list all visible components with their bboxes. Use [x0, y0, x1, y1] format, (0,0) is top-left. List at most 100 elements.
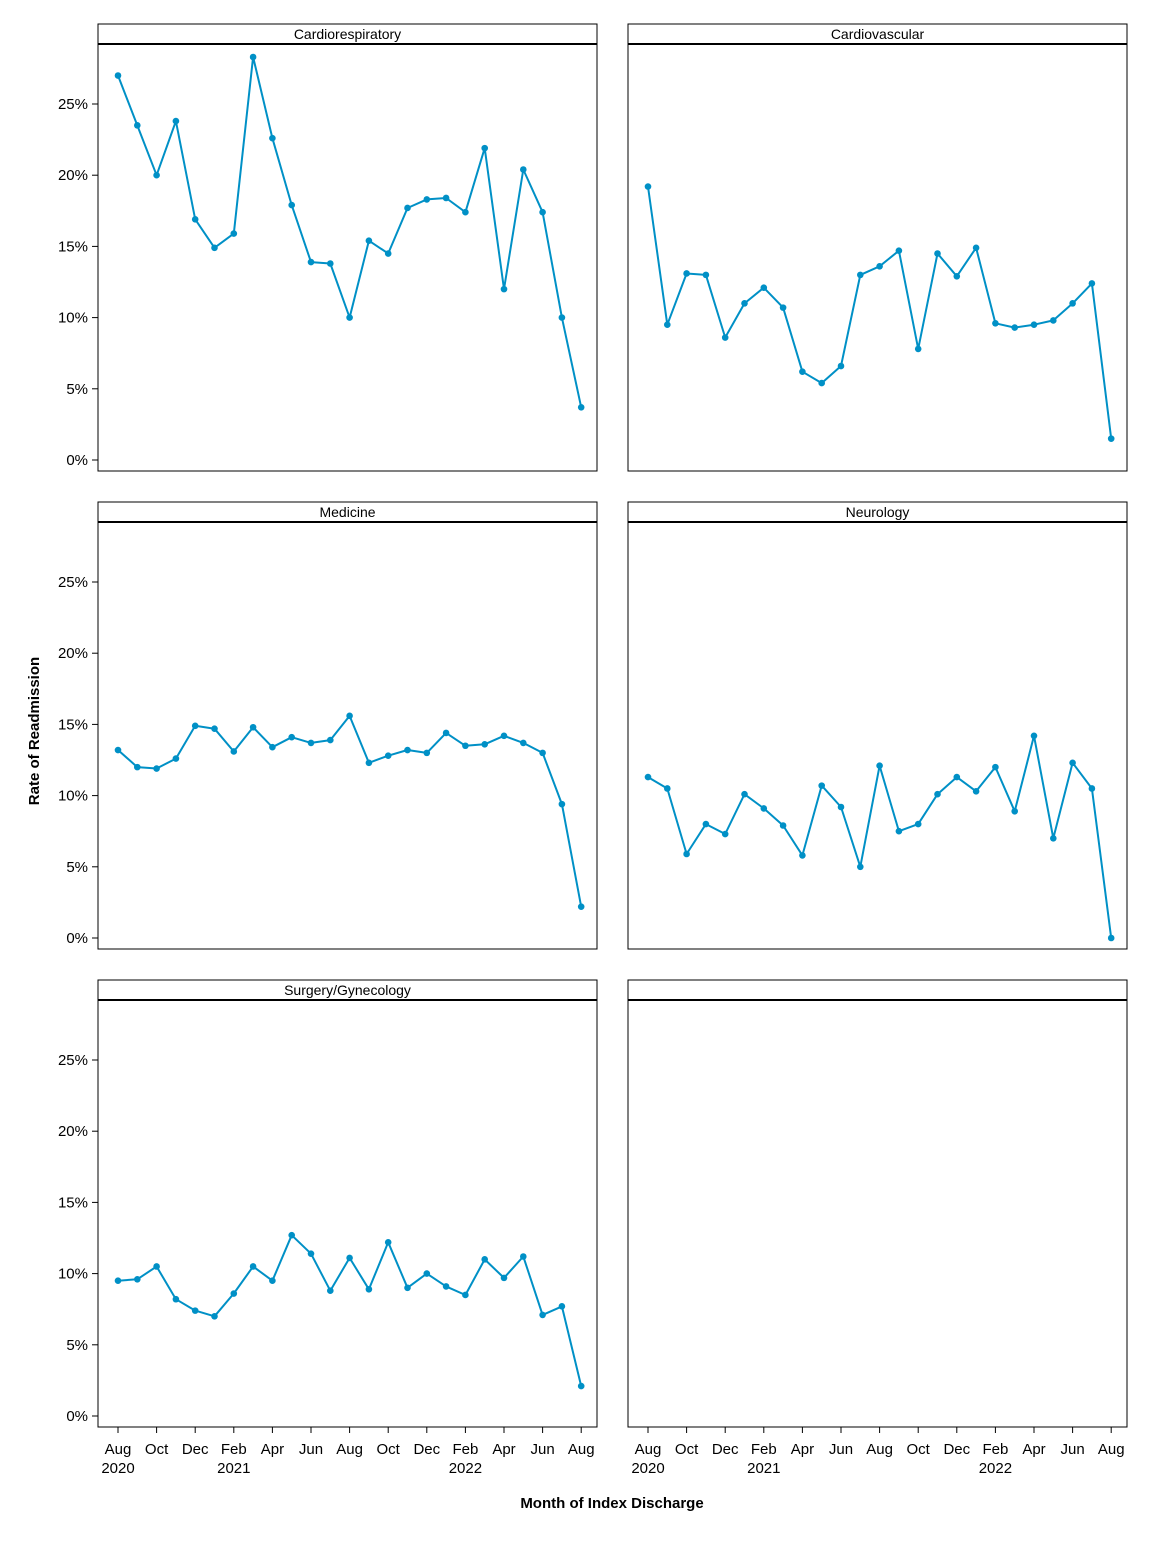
facet-title: Surgery/Gynecology [284, 982, 411, 998]
data-point [953, 273, 961, 280]
data-point [404, 746, 411, 754]
data-point [779, 822, 787, 829]
data-point [558, 800, 566, 808]
data-point [1050, 317, 1057, 324]
plot-frame [627, 521, 1128, 950]
data-point [346, 314, 353, 321]
data-point [721, 830, 729, 838]
data-point [539, 208, 546, 216]
data-point [500, 1274, 508, 1282]
x-tick-year-label: 2020 [101, 1460, 134, 1477]
data-point [500, 285, 508, 293]
data-point [346, 712, 353, 720]
y-tick-label: 0% [66, 452, 88, 469]
x-tick-label: Jun [1061, 1441, 1085, 1458]
data-point [191, 1307, 199, 1314]
x-tick-year-label: 2020 [631, 1460, 664, 1477]
data-point [230, 748, 238, 755]
data-point [683, 850, 690, 858]
y-tick-label: 20% [58, 167, 88, 184]
data-point [779, 304, 787, 311]
plot-frame [97, 521, 598, 950]
data-point [230, 230, 238, 237]
x-tick-label: Apr [791, 1441, 814, 1458]
facet-panel: Cardiovascular [627, 23, 1128, 472]
x-tick-label: Apr [261, 1441, 284, 1458]
data-point [992, 763, 999, 771]
x-tick-label: Dec [182, 1441, 209, 1458]
data-point [269, 1277, 276, 1285]
y-tick-label: 5% [66, 859, 88, 876]
data-point [934, 790, 941, 798]
x-tick-label: Feb [452, 1441, 478, 1458]
data-point [153, 171, 160, 179]
x-tick-label: Aug [336, 1441, 363, 1458]
data-point [1069, 300, 1076, 307]
data-point [721, 334, 729, 341]
data-point [1107, 435, 1115, 442]
series-line [647, 186, 1113, 439]
data-point [702, 820, 710, 828]
facet-title: Cardiovascular [831, 26, 925, 42]
data-point [462, 208, 469, 216]
x-tick-year-label: 2022 [449, 1460, 482, 1477]
data-point [346, 1254, 353, 1262]
y-tick-label: 20% [58, 645, 88, 662]
data-point [404, 1284, 411, 1292]
data-point [895, 247, 903, 254]
data-point [134, 122, 141, 129]
data-point [423, 1270, 431, 1277]
data-point [307, 258, 315, 266]
x-tick-label: Jun [531, 1441, 555, 1458]
data-point [249, 723, 257, 731]
y-tick-label: 15% [58, 716, 88, 733]
x-tick-label: Jun [829, 1441, 853, 1458]
data-point [1069, 759, 1076, 767]
data-point [153, 765, 160, 772]
data-point [384, 752, 392, 760]
data-point [972, 244, 980, 252]
x-tick-year-label: 2021 [217, 1460, 250, 1477]
data-point [423, 749, 431, 757]
data-point [558, 1303, 566, 1310]
data-point [953, 773, 961, 781]
facet-panel: Cardiorespiratory 0% 5% 10% 15% 20% 25% [58, 23, 598, 472]
data-point [442, 1283, 450, 1290]
data-point [520, 166, 527, 173]
y-tick-label: 25% [58, 1052, 88, 1069]
facet-panel: Neurology [627, 501, 1128, 950]
data-point [577, 903, 585, 910]
x-tick-label: Apr [492, 1441, 515, 1458]
y-tick-label: 15% [58, 238, 88, 255]
facet-title: Neurology [846, 504, 910, 520]
y-tick-label: 25% [58, 96, 88, 113]
data-point [249, 1263, 257, 1270]
data-point [760, 805, 768, 812]
data-point [384, 1238, 392, 1246]
data-point [857, 863, 864, 871]
data-point [664, 785, 671, 792]
data-point [520, 739, 527, 747]
data-point [741, 300, 748, 307]
x-tick-label: Jun [299, 1441, 323, 1458]
data-point [365, 237, 373, 245]
y-tick-label: 15% [58, 1194, 88, 1211]
data-point [172, 755, 180, 762]
data-point [288, 1231, 296, 1239]
data-point [269, 134, 276, 142]
x-tick-label: Aug [635, 1441, 662, 1458]
data-point [799, 852, 806, 859]
x-tick-label: Oct [145, 1441, 169, 1458]
data-point [481, 1256, 489, 1263]
data-point [462, 742, 469, 750]
data-point [423, 196, 431, 203]
data-point [211, 725, 218, 732]
data-point [211, 1313, 218, 1320]
x-tick-label: Feb [751, 1441, 777, 1458]
data-point [481, 741, 489, 748]
plot-frame [627, 999, 1128, 1428]
y-tick-label: 5% [66, 381, 88, 398]
data-point [172, 1295, 180, 1303]
